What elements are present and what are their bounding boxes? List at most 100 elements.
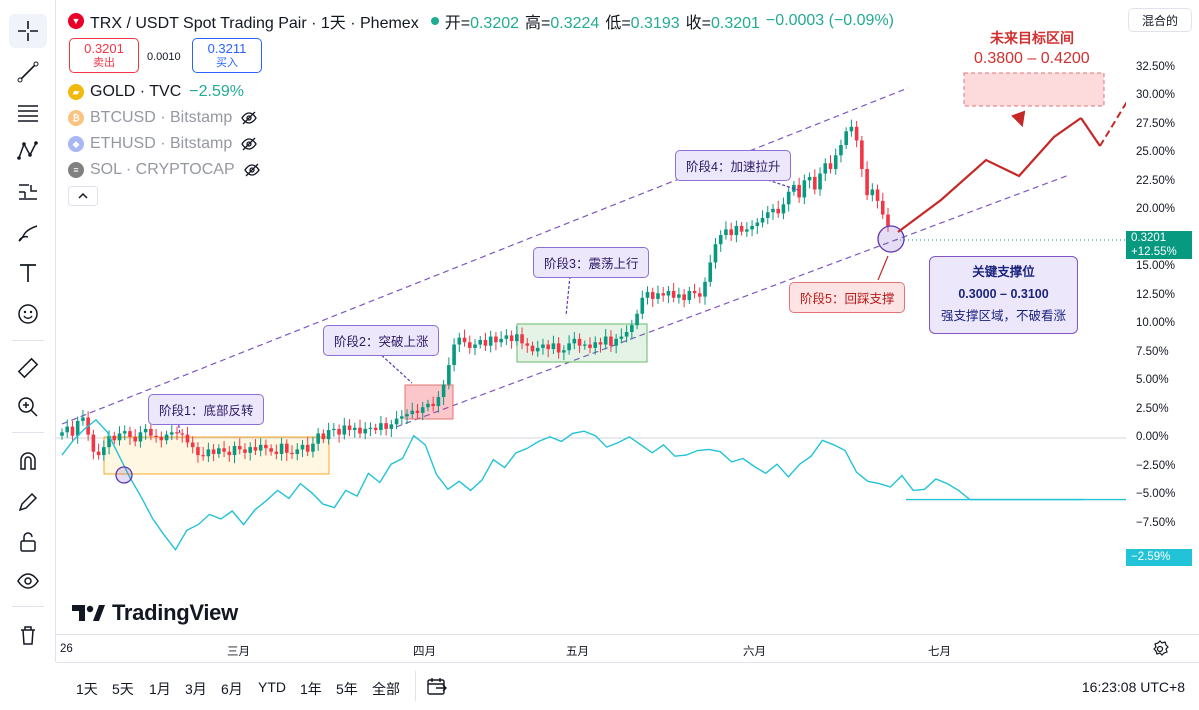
brush-tool-button[interactable] [9,216,47,250]
candle-body [326,430,331,440]
compare-symbol-row[interactable]: ≡ SOL · CRYPTOCAP [68,159,261,181]
lock-all-button[interactable] [9,525,47,559]
candle-body [630,325,634,332]
candle-body [572,338,577,344]
zoom-tool-button[interactable] [9,390,47,424]
candle-body [786,191,791,205]
eye-hidden-icon[interactable] [240,135,258,153]
range-5y-button[interactable]: 5年 [336,681,358,697]
price-axis[interactable]: 32.50%30.00%27.50%25.00%22.50%20.00%17.5… [1126,0,1199,634]
candle-body [656,293,660,299]
tradingview-logo-icon [72,605,105,621]
forecast-icon [19,184,37,200]
ohlc-close: 收=0.3201 [685,15,760,32]
trash-icon [21,626,35,645]
candle-body [431,403,435,407]
candle-body [363,428,368,434]
hide-drawings-button[interactable] [9,564,47,598]
scale-mode-button[interactable]: 混合的 [1128,8,1192,32]
candle-body [598,342,603,345]
gold-price-tag: −2.59% [1126,549,1192,566]
bottom-toolbar: 1天 5天 1月 3月 6月 YTD 1年 5年 全部 16:23:08 UTC… [56,662,1199,710]
candle-body [321,433,326,440]
time-axis-settings-button[interactable] [1151,640,1169,663]
candle-body [593,342,598,348]
candle-body [886,214,890,226]
smiley-icon [18,304,38,324]
clock-timezone[interactable]: 16:23:08 UTC+8 [1081,679,1185,695]
compare-symbol-row[interactable]: ◆ ETHUSD · Bitstamp [68,133,258,155]
candle-body [860,140,864,169]
candle-body [713,244,718,263]
pattern-tool-button[interactable] [9,134,47,168]
range-3m-button[interactable]: 3月 [185,681,207,697]
range-all-button[interactable]: 全部 [372,681,400,697]
candle-body [530,345,535,352]
range-1y-button[interactable]: 1年 [300,681,322,697]
eye-hidden-icon[interactable] [243,161,261,179]
lock-drawing-button[interactable] [9,485,47,519]
text-tool-button[interactable] [9,256,47,290]
stage3-zone [516,323,648,363]
candle-body [614,338,618,346]
chart-pane[interactable] [56,0,1126,634]
buy-button[interactable]: 0.3211 买入 [192,38,262,73]
time-axis[interactable]: 26 三月 四月 五月 六月 七月 [56,634,1199,662]
candle-body [143,428,148,433]
candle-body [880,200,885,215]
range-6m-button[interactable]: 6月 [221,681,243,697]
time-label: 四月 [413,646,436,658]
go-to-date-button[interactable] [426,676,448,703]
symbol-title[interactable]: TRX / USDT Spot Trading Pair · 1天 · Phem… [90,15,419,32]
stage4-label[interactable]: 阶段4：加速拉升 [675,150,792,181]
forecast-path [897,117,1082,233]
candle-body [368,427,373,429]
stage3-label[interactable]: 阶段3：震荡上行 [533,247,650,278]
measure-tool-button[interactable] [9,351,47,385]
support-touch-marker [877,225,905,253]
candle-body [703,281,707,297]
stage1-label[interactable]: 阶段1：底部反转 [148,394,265,425]
magnet-tool-button[interactable] [9,445,47,479]
candle-body [750,225,754,230]
trend-line-tool-button[interactable] [9,55,47,89]
emoji-tool-button[interactable] [9,297,47,331]
range-ytd-button[interactable]: YTD [258,679,286,695]
target-zone [963,72,1105,107]
candle-body [499,338,503,343]
crosshair-tool-button[interactable] [9,14,47,48]
stage2-label[interactable]: 阶段2：突破上涨 [323,325,440,356]
market-status-dot [430,17,439,25]
stage5-label[interactable]: 阶段5：回踩支撑 [789,282,906,313]
compare-symbol-row[interactable]: ₿ BTCUSD · Bitstamp [68,107,258,129]
support-range: 0.3000 – 0.3100 [958,287,1049,301]
support-level-box[interactable]: 关键支撑位 0.3000 – 0.3100 强支撑区域，不破看涨 [929,256,1078,334]
gold-compare-line [61,418,1084,551]
candle-body [488,336,493,346]
candle-body [154,435,158,437]
candle-body [243,449,247,453]
price-axis-tick: 10.00% [1136,317,1176,329]
range-5d-button[interactable]: 5天 [112,681,134,697]
candle-body [342,425,347,435]
candle-body [739,225,744,232]
fib-tool-button[interactable] [9,95,47,129]
candle-body [379,423,383,431]
compare-symbol-row[interactable]: ▰ GOLD · TVC −2.59% [68,81,244,103]
last-price-tag: 0.3201 +12.55% [1126,231,1192,259]
forecast-tool-button[interactable] [9,175,47,209]
candle-body [854,126,859,141]
delete-drawings-button[interactable] [9,618,47,652]
candle-body [337,428,341,435]
range-1d-button[interactable]: 1天 [76,681,98,697]
legend-collapse-button[interactable] [68,186,98,206]
candle-body [311,443,315,452]
pencil-lock-icon [18,492,38,512]
eye-hidden-icon[interactable] [240,109,258,127]
sell-button[interactable]: 0.3201 卖出 [69,38,139,73]
candle-body [802,180,807,198]
candle-body [478,339,483,345]
range-1m-button[interactable]: 1月 [149,681,171,697]
candle-body [75,420,80,436]
price-axis-tick: 12.50% [1136,288,1176,301]
